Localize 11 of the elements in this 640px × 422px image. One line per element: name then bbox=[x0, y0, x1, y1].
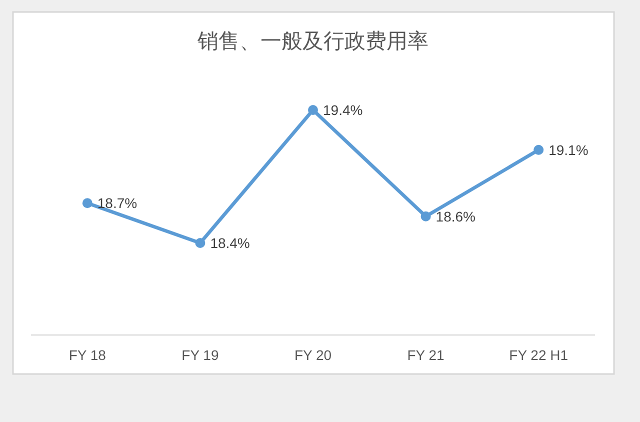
title: 销售、一般及行政费用率 bbox=[198, 29, 428, 53]
x-tick-label: FY 22 H1 bbox=[509, 347, 568, 363]
x-tick-label: FY 18 bbox=[68, 347, 106, 363]
data-label: 19.1% bbox=[548, 142, 588, 158]
data-label: 18.6% bbox=[436, 208, 476, 224]
data-label: 18.7% bbox=[97, 195, 138, 212]
x-tick-label: FY 19 bbox=[182, 347, 219, 363]
data-label: 19.4% bbox=[323, 102, 363, 118]
x-tick-label: FY 21 bbox=[407, 347, 444, 363]
x-tick-label: FY 20 bbox=[294, 347, 332, 363]
data-label: 18.4% bbox=[210, 235, 250, 251]
